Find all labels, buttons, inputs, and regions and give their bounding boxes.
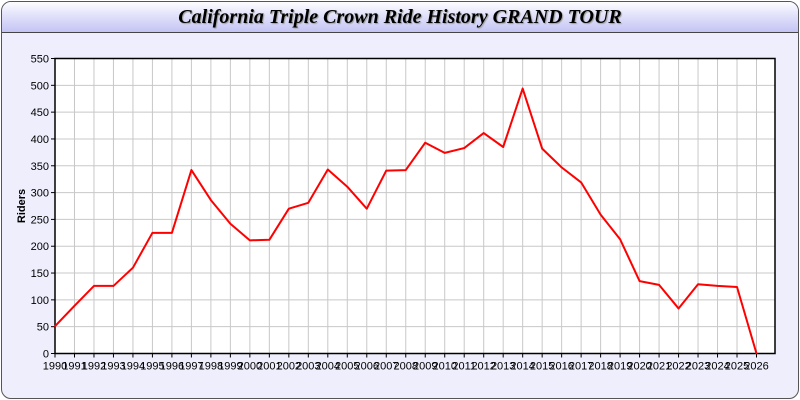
data-point xyxy=(404,169,407,171)
x-tick-label: 2022 xyxy=(666,361,690,373)
data-point xyxy=(463,147,466,149)
y-tick-label: 50 xyxy=(37,322,49,334)
data-point xyxy=(716,285,719,287)
data-point xyxy=(288,207,290,210)
data-point xyxy=(482,132,485,134)
data-point xyxy=(560,166,563,169)
x-tick-label: 2018 xyxy=(588,361,612,373)
x-tick-label: 1992 xyxy=(82,361,106,373)
data-point xyxy=(210,199,212,201)
x-tick-label: 2020 xyxy=(627,361,651,373)
x-tick-label: 2021 xyxy=(647,361,671,373)
x-tick-label: 2024 xyxy=(705,361,729,373)
data-point xyxy=(112,285,115,287)
data-point xyxy=(365,207,368,210)
data-point xyxy=(73,304,76,307)
x-tick-label: 2005 xyxy=(335,361,359,373)
data-point xyxy=(171,232,173,234)
data-point xyxy=(619,238,621,241)
x-tick-label: 2002 xyxy=(277,361,301,373)
x-tick-label: 1995 xyxy=(140,361,164,373)
data-point xyxy=(736,286,738,288)
x-tick-label: 2023 xyxy=(686,361,710,373)
data-point xyxy=(580,181,582,184)
chart-title: California Triple Crown Ride History GRA… xyxy=(178,6,622,28)
x-tick-label: 2016 xyxy=(549,361,573,373)
data-point xyxy=(93,285,95,287)
x-tick-label: 2013 xyxy=(491,361,515,373)
x-tick-label: 1998 xyxy=(199,361,223,373)
data-point xyxy=(385,169,388,172)
data-point xyxy=(638,280,641,282)
data-point xyxy=(658,284,660,286)
x-tick-label: 2006 xyxy=(355,361,379,373)
data-point xyxy=(424,141,427,144)
x-tick-label: 2015 xyxy=(530,361,554,373)
x-tick-label: 2019 xyxy=(608,361,632,373)
x-tick-label: 1996 xyxy=(160,361,184,373)
data-point xyxy=(132,266,134,269)
data-point xyxy=(327,168,329,171)
data-point xyxy=(307,201,310,204)
data-point xyxy=(502,146,504,148)
y-tick-label: 100 xyxy=(31,295,49,307)
y-axis-label: Riders xyxy=(16,189,28,223)
x-tick-label: 2014 xyxy=(510,361,534,373)
x-tick-label: 2012 xyxy=(471,361,495,373)
x-tick-label: 2011 xyxy=(452,361,476,373)
y-tick-label: 150 xyxy=(31,268,49,280)
x-tick-label: 2001 xyxy=(257,361,281,373)
data-point xyxy=(755,352,758,355)
data-point xyxy=(541,147,543,150)
x-tick-label: 1997 xyxy=(179,361,203,373)
x-tick-label: 1999 xyxy=(218,361,242,373)
x-tick-label: 2026 xyxy=(744,361,768,373)
data-point xyxy=(151,232,154,234)
x-tick-label: 1990 xyxy=(43,361,67,373)
y-tick-label: 350 xyxy=(31,161,49,173)
y-tick-label: 500 xyxy=(31,80,49,92)
x-tick-label: 2007 xyxy=(374,361,398,373)
x-tick-label: 2000 xyxy=(238,361,262,373)
data-point xyxy=(268,238,271,241)
data-point xyxy=(443,152,446,154)
y-tick-label: 0 xyxy=(43,349,49,361)
title-bar: California Triple Crown Ride History GRA… xyxy=(2,2,798,33)
data-point xyxy=(190,169,193,171)
x-tick-label: 2017 xyxy=(569,361,593,373)
data-point xyxy=(229,222,232,225)
data-point xyxy=(697,283,699,286)
y-tick-label: 200 xyxy=(31,241,49,253)
x-tick-label: 1993 xyxy=(101,361,125,373)
data-point xyxy=(599,213,602,216)
data-point xyxy=(249,239,251,242)
y-tick-label: 550 xyxy=(31,54,49,66)
x-tick-label: 1994 xyxy=(121,361,145,373)
y-tick-label: 400 xyxy=(31,134,49,146)
data-point xyxy=(346,185,349,188)
plot-area xyxy=(55,58,775,354)
plot-border xyxy=(54,57,776,355)
y-tick-label: 250 xyxy=(31,214,49,226)
x-tick-label: 1991 xyxy=(62,361,86,373)
x-tick-label: 2010 xyxy=(432,361,456,373)
x-tick-label: 2009 xyxy=(413,361,437,373)
data-point xyxy=(521,87,524,90)
data-point xyxy=(54,325,56,327)
x-tick-label: 2008 xyxy=(394,361,418,373)
y-tick-label: 300 xyxy=(31,188,49,200)
x-tick-label: 2003 xyxy=(296,361,320,373)
y-tick-label: 450 xyxy=(31,107,49,119)
x-tick-label: 2025 xyxy=(725,361,749,373)
data-point xyxy=(677,307,680,310)
x-tick-label: 2004 xyxy=(316,361,340,373)
